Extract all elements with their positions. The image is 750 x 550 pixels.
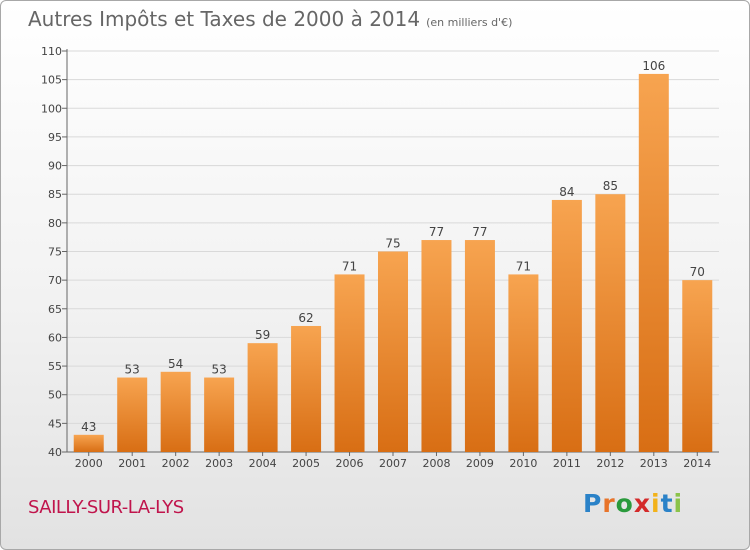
bar xyxy=(638,73,669,453)
bar-value-label: 43 xyxy=(81,420,96,434)
bar-value-label: 62 xyxy=(298,311,313,325)
y-tick-label: 40 xyxy=(48,446,62,459)
x-tick-label: 2003 xyxy=(205,457,233,470)
bar-value-label: 77 xyxy=(472,225,487,239)
x-tick-label: 2009 xyxy=(466,457,494,470)
x-tick-label: 2008 xyxy=(422,457,450,470)
logo-letter: x xyxy=(633,489,651,518)
x-tick-label: 2010 xyxy=(509,457,537,470)
x-tick-label: 2006 xyxy=(336,457,364,470)
logo-letter: i xyxy=(651,489,661,518)
y-tick-label: 110 xyxy=(41,45,62,58)
bar xyxy=(378,251,408,452)
bar xyxy=(551,199,582,452)
bar-value-label: 106 xyxy=(642,59,665,73)
y-tick-label: 50 xyxy=(48,389,62,402)
bar xyxy=(117,377,148,452)
bar xyxy=(204,377,235,452)
y-tick-label: 80 xyxy=(48,217,62,230)
x-tick-label: 2007 xyxy=(379,457,407,470)
x-tick-label: 2004 xyxy=(249,457,277,470)
logo-letter: t xyxy=(660,489,674,518)
bar-value-label: 71 xyxy=(516,259,531,273)
y-tick-label: 65 xyxy=(48,303,62,316)
bar-value-label: 84 xyxy=(559,185,574,199)
bar-value-label: 71 xyxy=(342,259,357,273)
bar xyxy=(73,434,104,452)
bar-value-label: 75 xyxy=(385,237,400,251)
y-tick-label: 85 xyxy=(48,188,62,201)
x-tick-label: 2000 xyxy=(75,457,103,470)
proxiti-logo[interactable]: Proxiti xyxy=(583,489,683,518)
bar-value-label: 77 xyxy=(429,225,444,239)
x-tick-label: 2011 xyxy=(553,457,581,470)
y-tick-label: 105 xyxy=(41,74,62,87)
y-tick-label: 55 xyxy=(48,360,62,373)
bar-value-label: 53 xyxy=(211,363,226,377)
bar xyxy=(291,325,322,452)
y-tick-label: 60 xyxy=(48,331,62,344)
chart-title: Autres Impôts et Taxes de 2000 à 2014 (en… xyxy=(28,7,512,31)
bar-value-label: 70 xyxy=(690,265,705,279)
y-tick-label: 95 xyxy=(48,131,62,144)
bar xyxy=(682,280,713,452)
bar xyxy=(508,274,539,452)
y-tick-label: 90 xyxy=(48,160,62,173)
chart-subtitle: (en milliers d'€) xyxy=(426,16,513,29)
logo-letter: o xyxy=(615,489,634,518)
x-tick-label: 2012 xyxy=(596,457,624,470)
bar xyxy=(464,240,495,452)
y-tick-label: 100 xyxy=(41,102,62,115)
x-tick-label: 2013 xyxy=(640,457,668,470)
commune-name: SAILLY-SUR-LA-LYS xyxy=(28,497,184,518)
bar xyxy=(160,371,191,452)
bar-value-label: 53 xyxy=(125,363,140,377)
bar-value-label: 54 xyxy=(168,357,183,371)
logo-letter: r xyxy=(602,489,616,518)
bar-value-label: 59 xyxy=(255,328,270,342)
bar xyxy=(595,194,626,452)
x-tick-label: 2005 xyxy=(292,457,320,470)
logo-letter: P xyxy=(583,489,603,518)
x-tick-label: 2001 xyxy=(118,457,146,470)
title-text: Autres Impôts et Taxes de 2000 à 2014 xyxy=(28,7,421,31)
bar xyxy=(334,274,365,452)
bar xyxy=(421,240,452,452)
logo-letter: i xyxy=(673,489,684,518)
y-tick-label: 75 xyxy=(48,246,62,259)
x-tick-label: 2014 xyxy=(683,457,711,470)
x-tick-label: 2002 xyxy=(162,457,190,470)
bar-value-label: 85 xyxy=(603,179,618,193)
bar xyxy=(247,343,278,452)
y-tick-label: 45 xyxy=(48,417,62,430)
y-tick-label: 70 xyxy=(48,274,62,287)
